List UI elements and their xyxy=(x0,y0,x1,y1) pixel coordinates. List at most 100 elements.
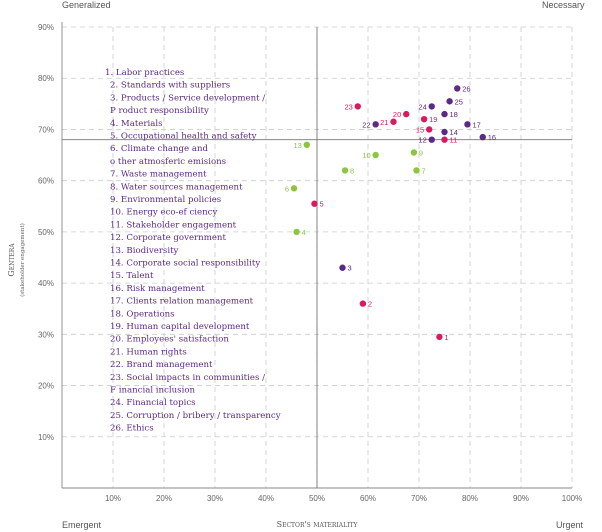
y-axis-title: Gentera xyxy=(7,243,16,277)
legend-item: 17. Clients relation management xyxy=(110,297,254,307)
legend-item: 24. Financial topics xyxy=(110,398,196,408)
x-axis-title: Sector's materiality xyxy=(277,520,359,529)
x-tick-label: 70% xyxy=(411,494,427,503)
x-tick-label: 20% xyxy=(156,494,172,503)
point-13 xyxy=(303,141,310,149)
point-23 xyxy=(354,103,361,110)
point-label-2: 2 xyxy=(368,300,372,309)
point-label-24: 24 xyxy=(418,102,426,111)
legend-item: 18. Operations xyxy=(110,309,175,319)
point-18 xyxy=(441,110,448,118)
point-label-17: 17 xyxy=(472,120,480,129)
legend-item: P roduct responsibility xyxy=(110,106,209,116)
point-label-12: 12 xyxy=(418,136,426,145)
point-8 xyxy=(341,167,349,174)
legend-item: 7. Waste management xyxy=(110,170,207,180)
point-24 xyxy=(428,103,435,110)
point-19 xyxy=(420,116,428,123)
legend-item: 16. Risk management xyxy=(110,284,205,294)
point-9 xyxy=(410,149,418,156)
legend-item: 21. Human rights xyxy=(110,347,187,357)
point-14 xyxy=(441,128,448,136)
corner-label-bottom-left: Emergent xyxy=(62,520,102,530)
point-label-4: 4 xyxy=(302,228,306,237)
legend-item: 5. Occupational health and safety xyxy=(110,132,257,142)
x-tick-label: 40% xyxy=(258,494,274,503)
x-tick-label: 90% xyxy=(513,494,529,503)
point-label-10: 10 xyxy=(362,151,370,160)
point-label-9: 9 xyxy=(419,148,423,157)
x-tick-label: 80% xyxy=(462,494,478,503)
point-label-23: 23 xyxy=(344,102,352,111)
point-label-5: 5 xyxy=(319,200,323,209)
point-label-20: 20 xyxy=(393,110,401,119)
point-label-18: 18 xyxy=(450,110,458,119)
legend-item: 8. Water sources management xyxy=(110,182,243,192)
y-tick-label: 10% xyxy=(38,433,54,442)
y-tick-label: 90% xyxy=(38,23,54,32)
legend-item: 15. Talent xyxy=(110,271,154,281)
y-tick-label: 80% xyxy=(38,74,54,83)
point-16 xyxy=(479,133,486,141)
legend-item: F inancial inclusion xyxy=(110,386,196,396)
legend-item: 26. Ethics xyxy=(110,424,154,434)
legend-item: 9. Environmental policies xyxy=(110,195,221,205)
point-6 xyxy=(290,185,298,192)
point-26 xyxy=(454,85,461,92)
legend-item: 22. Brand management xyxy=(110,360,213,370)
legend-item: 14. Corporate social responsibility xyxy=(110,259,260,269)
point-25 xyxy=(446,98,453,105)
point-12 xyxy=(428,136,435,143)
point-label-19: 19 xyxy=(429,115,437,124)
point-21 xyxy=(390,118,397,125)
point-label-6: 6 xyxy=(285,184,289,193)
point-17 xyxy=(464,121,471,128)
point-label-15: 15 xyxy=(416,125,424,134)
legend-item: o ther atmosferic emisions xyxy=(110,157,226,167)
x-tick-label: 60% xyxy=(360,494,376,503)
legend-item: 13. Biodiversity xyxy=(110,246,179,256)
y-tick-label: 70% xyxy=(38,125,54,134)
y-tick-label: 30% xyxy=(38,330,54,339)
point-label-1: 1 xyxy=(444,333,448,342)
legend-item: 25. Corruption / bribery / transparency xyxy=(110,411,281,421)
legend-item: 1. Labor practices xyxy=(105,68,184,78)
legend-item: 19. Human capital development xyxy=(110,322,250,332)
point-11 xyxy=(441,136,448,143)
point-label-14: 14 xyxy=(450,128,458,137)
point-label-16: 16 xyxy=(488,133,496,142)
point-2 xyxy=(359,300,367,307)
point-label-26: 26 xyxy=(462,84,470,93)
point-10 xyxy=(372,151,379,159)
corner-label-top-right: Necessary xyxy=(542,0,585,10)
y-tick-label: 50% xyxy=(38,228,54,237)
point-15 xyxy=(426,126,433,133)
point-label-7: 7 xyxy=(421,166,425,175)
legend-item: 6. Climate change and xyxy=(110,144,209,154)
x-tick-label: 10% xyxy=(105,494,121,503)
legend-item: 3. Products / Service development / xyxy=(110,93,265,103)
legend-item: 10. Energy eco-ef ciency xyxy=(110,208,217,218)
point-label-8: 8 xyxy=(350,166,354,175)
point-label-22: 22 xyxy=(362,120,370,129)
corner-label-top-left: Generalized xyxy=(62,0,111,10)
point-4 xyxy=(293,228,300,236)
y-tick-label: 40% xyxy=(38,279,54,288)
point-20 xyxy=(403,110,410,118)
legend-item: 23. Social impacts in communities / xyxy=(110,373,265,383)
point-5 xyxy=(311,200,318,207)
x-tick-label: 50% xyxy=(309,494,325,503)
corner-label-bottom-right: Urgent xyxy=(556,520,584,530)
legend-item: 11. Stakeholder engagement xyxy=(110,220,237,230)
point-7 xyxy=(413,167,420,174)
point-3 xyxy=(339,264,346,271)
point-label-25: 25 xyxy=(455,97,463,106)
point-label-21: 21 xyxy=(380,118,388,127)
point-label-3: 3 xyxy=(348,264,352,273)
y-axis-subtitle: (stakeholder engagement) xyxy=(19,223,26,297)
y-tick-label: 60% xyxy=(38,177,54,186)
point-label-13: 13 xyxy=(293,141,301,150)
point-1 xyxy=(436,333,443,341)
point-label-11: 11 xyxy=(450,136,458,145)
